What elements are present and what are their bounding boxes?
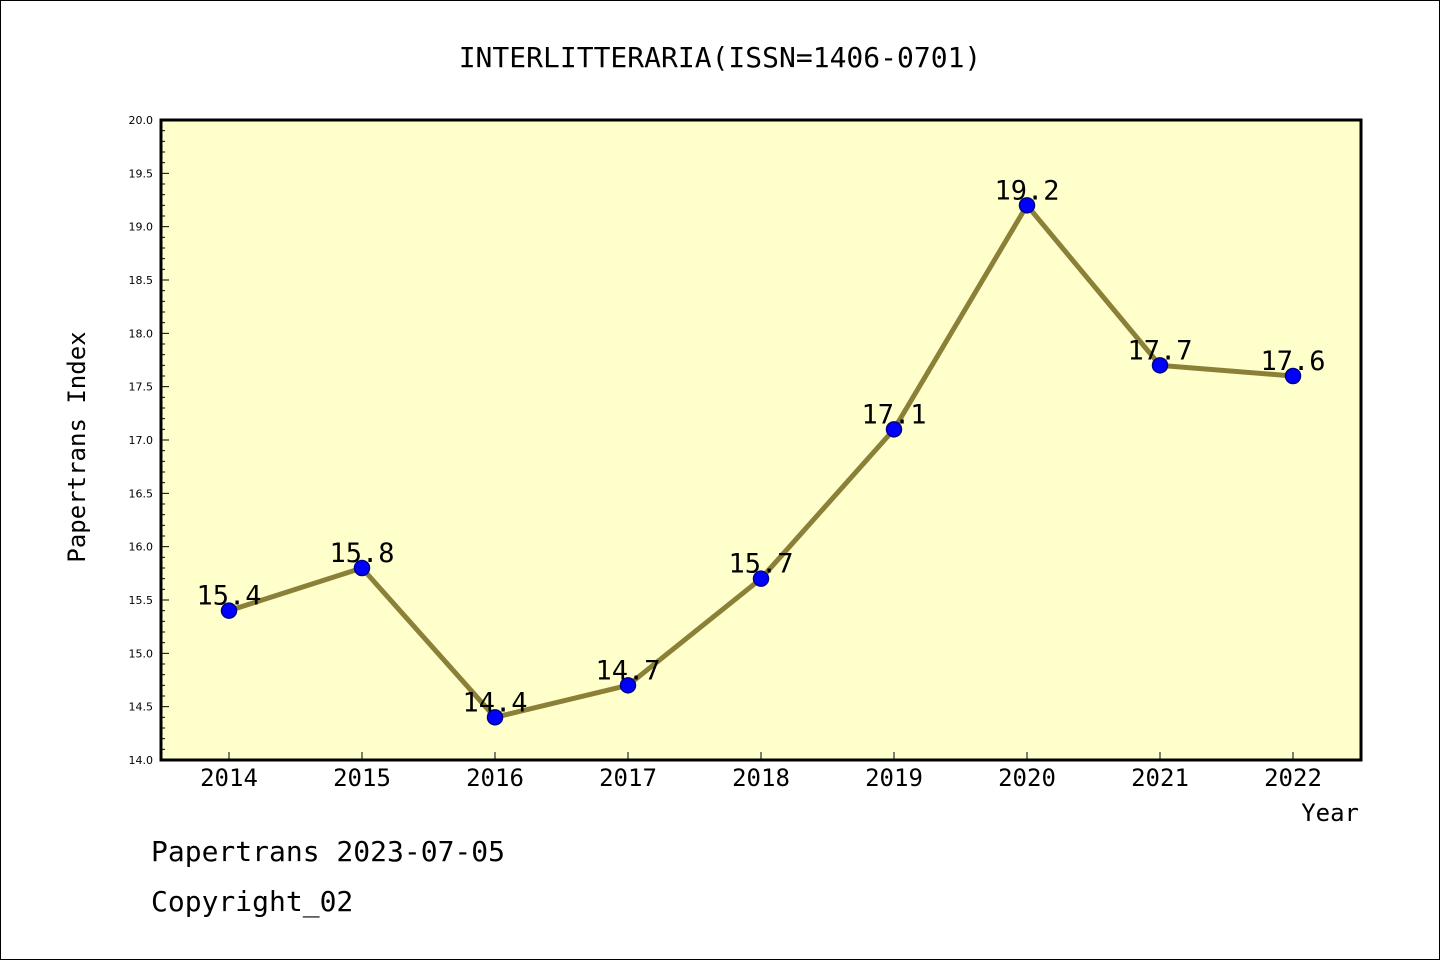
x-tick-label: 2017: [599, 764, 657, 792]
y-tick-label: 17.5: [129, 381, 154, 394]
data-label: 14.7: [595, 655, 660, 686]
x-tick-label: 2022: [1264, 764, 1322, 792]
data-point: [1151, 357, 1169, 374]
data-point: [885, 421, 903, 438]
x-tick-label: 2016: [466, 764, 524, 792]
footer-date-line: Papertrans 2023-07-05: [151, 835, 506, 868]
x-tick-label: 2018: [732, 764, 790, 792]
y-tick-label: 14.0: [129, 754, 154, 767]
data-label: 15.4: [196, 581, 261, 612]
data-point: [220, 602, 238, 619]
data-label: 17.7: [1127, 335, 1192, 366]
chart-title: INTERLITTERARIA(ISSN=1406-0701): [459, 41, 982, 74]
data-point: [1018, 197, 1036, 214]
data-label: 15.7: [728, 549, 793, 580]
data-point: [353, 559, 371, 577]
data-point: [619, 677, 637, 694]
data-label: 15.8: [329, 538, 394, 569]
y-axis: 14.0 14.5 15.0 15.5 16.0 16.5 17.0 17.5 18.0 18.5…: [129, 114, 169, 767]
data-label: 17.1: [861, 399, 926, 430]
y-tick-label: 20.0: [129, 114, 154, 127]
x-tick-label: 2019: [865, 764, 923, 792]
data-point: [752, 570, 770, 587]
y-tick-label: 18.0: [129, 327, 154, 340]
x-axis: 2014 2015 2016 2017 2018 2019 2020 2021 2022: [200, 752, 1322, 792]
series-layer: 15.4 15.8 14.4 14.7 15.7 17.1 19.2 17.7 17.6: [196, 175, 1326, 726]
footer-copyright-line: Copyright_02: [151, 885, 354, 918]
y-axis-label: Papertrans Index: [63, 331, 91, 562]
x-tick-label: 2021: [1131, 764, 1189, 792]
data-label: 19.2: [994, 175, 1059, 206]
y-tick-label: 16.5: [129, 487, 154, 500]
data-label: 17.6: [1260, 346, 1325, 377]
y-tick-label: 16.0: [129, 541, 154, 554]
plot-area: [159, 118, 1363, 762]
y-tick-label: 19.0: [129, 221, 154, 234]
data-point: [1284, 367, 1302, 385]
data-point: [486, 709, 504, 726]
y-tick-label: 15.5: [129, 594, 154, 607]
y-tick-label: 19.5: [129, 167, 154, 180]
x-axis-label: Year: [1301, 799, 1359, 827]
x-tick-label: 2020: [998, 764, 1056, 792]
x-tick-label: 2014: [200, 764, 258, 792]
data-label: 14.4: [462, 687, 527, 718]
y-tick-label: 14.5: [129, 701, 154, 714]
y-tick-label: 18.5: [129, 274, 154, 287]
y-tick-label: 15.0: [129, 647, 154, 660]
y-tick-label: 17.0: [129, 434, 154, 447]
x-tick-label: 2015: [333, 764, 391, 792]
